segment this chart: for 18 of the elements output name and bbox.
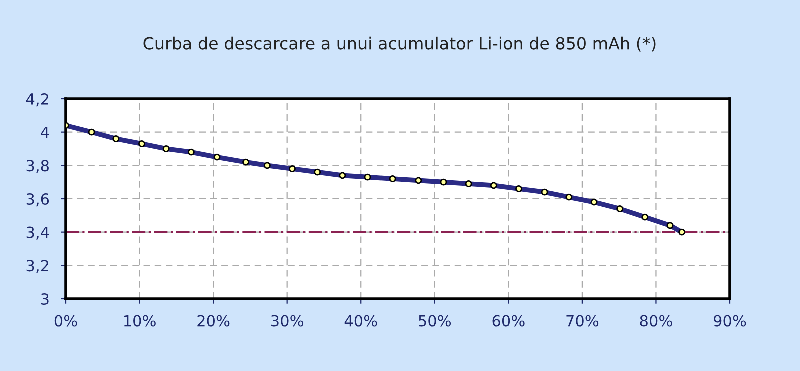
x-tick-label: 70%	[566, 315, 599, 327]
y-tick-label: 3,4	[26, 226, 50, 240]
x-tick-label: 50%	[419, 315, 452, 327]
x-tick-label: 60%	[492, 315, 525, 327]
y-tick-label: 3,6	[26, 193, 50, 207]
chart-title: Curba de descarcare a unui acumulator Li-ion de 850 mAh (*)	[144, 36, 656, 52]
x-tick-label: 30%	[272, 315, 304, 327]
y-tick-label: 4,2	[26, 93, 48, 107]
x-tick-label: 80%	[640, 315, 672, 327]
y-tick-label: 4	[41, 127, 50, 138]
y-tick-label: 3	[41, 293, 49, 306]
x-tick-label: 90%	[714, 315, 746, 327]
y-tick-label: 3,2	[26, 260, 48, 274]
y-tick-label: 3,8	[26, 160, 49, 174]
x-tick-label: 10%	[124, 315, 156, 327]
x-tick-label: 20%	[198, 315, 230, 327]
x-tick-label: 40%	[344, 315, 378, 327]
x-tick-label: 0%	[54, 315, 78, 327]
